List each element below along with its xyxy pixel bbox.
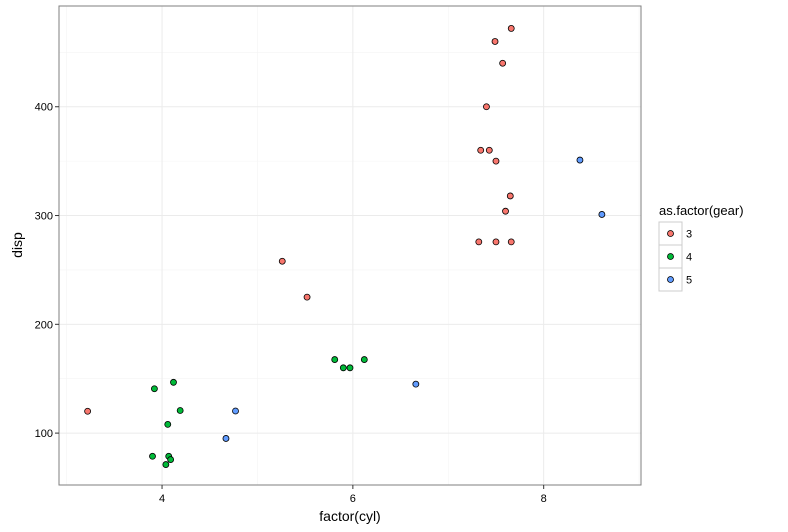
x-axis-ticks: 4 6 8 <box>159 485 547 505</box>
legend-title: as.factor(gear) <box>659 203 744 218</box>
data-point-gear-3 <box>507 25 515 32</box>
y-tick-label: 300 <box>35 211 53 223</box>
data-point-gear-5 <box>576 156 584 164</box>
y-axis-ticks: 100 200 300 400 <box>35 102 59 440</box>
x-tick-label: 8 <box>541 493 547 505</box>
data-point-gear-3 <box>477 146 485 154</box>
y-axis-title: disp <box>9 232 25 258</box>
data-point-gear-4 <box>151 385 158 393</box>
data-point-gear-3 <box>492 238 500 246</box>
data-point-gear-3 <box>303 293 311 301</box>
legend-key-point <box>667 230 674 237</box>
x-tick-label: 4 <box>159 493 165 505</box>
data-point-gear-3 <box>502 207 509 215</box>
data-point-gear-5 <box>412 380 420 388</box>
grid-lines <box>59 6 641 485</box>
data-point-gear-3 <box>84 407 92 415</box>
data-point-gear-3 <box>475 238 483 246</box>
data-point-gear-4 <box>149 452 156 460</box>
legend: as.factor(gear) 3 4 5 <box>658 203 744 292</box>
data-point-gear-3 <box>491 38 499 45</box>
data-point-gear-4 <box>176 407 184 414</box>
plot-panel-border <box>58 5 642 486</box>
data-point-gear-3 <box>492 157 500 165</box>
x-axis-title: factor(cyl) <box>319 508 380 524</box>
data-point-gear-4 <box>164 421 172 428</box>
x-tick-label: 6 <box>350 493 356 505</box>
data-point-gear-5 <box>598 211 606 218</box>
data-point-gear-4 <box>167 456 175 463</box>
data-point-gear-3 <box>483 103 490 111</box>
legend-label: 4 <box>686 252 692 264</box>
data-points <box>84 25 606 468</box>
legend-key-point <box>667 276 674 283</box>
legend-keys: 3 4 5 <box>658 221 692 292</box>
plot-panel <box>59 6 641 485</box>
data-point-gear-5 <box>222 435 230 442</box>
legend-key-point <box>667 253 674 260</box>
data-point-gear-3 <box>499 59 507 67</box>
data-point-gear-3 <box>507 238 515 246</box>
y-tick-label: 400 <box>35 102 53 114</box>
data-point-gear-4 <box>170 378 177 386</box>
data-point-gear-4 <box>162 461 170 468</box>
legend-label: 3 <box>686 229 692 241</box>
y-tick-label: 100 <box>35 428 53 440</box>
data-point-gear-4 <box>346 364 354 372</box>
data-point-gear-4 <box>360 356 368 363</box>
data-point-gear-4 <box>331 356 339 363</box>
data-point-gear-5 <box>232 407 239 415</box>
data-point-gear-3 <box>506 192 514 200</box>
data-point-gear-4 <box>339 364 347 372</box>
y-tick-label: 200 <box>35 319 53 331</box>
legend-label: 5 <box>686 275 692 287</box>
data-point-gear-3 <box>278 257 286 265</box>
data-point-gear-3 <box>485 146 493 154</box>
